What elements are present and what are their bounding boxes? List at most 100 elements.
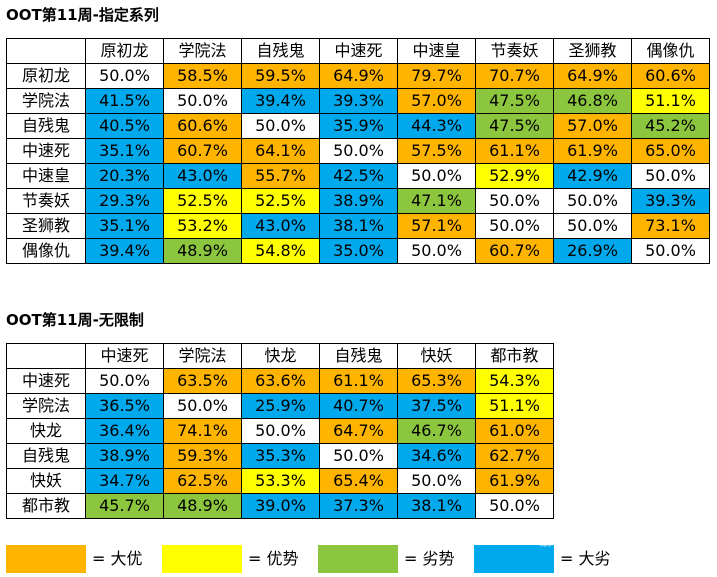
matchup-cell: 50.0% — [85, 368, 164, 394]
matchup-cell: 50.0% — [163, 393, 242, 419]
corner-cell — [6, 343, 86, 369]
row-header: 自残鬼 — [6, 113, 86, 139]
matchup-cell: 54.8% — [241, 238, 320, 264]
matchup-cell: 79.7% — [397, 63, 476, 89]
column-header: 原初龙 — [85, 38, 164, 64]
matchup-cell: 61.9% — [475, 468, 554, 494]
row-header: 原初龙 — [6, 63, 86, 89]
matchup-cell: 64.9% — [319, 63, 398, 89]
table-row: 自残鬼 38.9% 59.3% 35.3% 50.0% 34.6% 62.7% — [6, 443, 554, 469]
matchup-cell: 35.3% — [241, 443, 320, 469]
matchup-cell: 50.0% — [85, 63, 164, 89]
table-row: 都市教 45.7% 48.9% 39.0% 37.3% 38.1% 50.0% — [6, 493, 554, 519]
matchup-cell: 50.0% — [631, 163, 710, 189]
matchup-cell: 48.9% — [163, 238, 242, 264]
column-header: 都市教 — [475, 343, 554, 369]
matchup-cell: 35.1% — [85, 213, 164, 239]
matchup-cell: 47.1% — [397, 188, 476, 214]
matchup-cell: 61.1% — [319, 368, 398, 394]
table-row: 快妖 34.7% 62.5% 53.3% 65.4% 50.0% 61.9% — [6, 468, 554, 494]
matchup-cell: 50.0% — [475, 188, 554, 214]
matchup-cell: 65.3% — [397, 368, 476, 394]
column-header: 学院法 — [163, 38, 242, 64]
row-header: 圣狮教 — [6, 213, 86, 239]
matchup-cell: 51.1% — [631, 88, 710, 114]
column-header: 自残鬼 — [241, 38, 320, 64]
column-header: 中速死 — [85, 343, 164, 369]
row-header: 快妖 — [6, 468, 86, 494]
row-header: 快龙 — [6, 418, 86, 444]
matchup-cell: 40.5% — [85, 113, 164, 139]
matchup-cell: 44.3% — [397, 113, 476, 139]
matchup-cell: 54.3% — [475, 368, 554, 394]
matchup-cell: 43.0% — [241, 213, 320, 239]
matchup-cell: 64.7% — [319, 418, 398, 444]
table1-title: OOT第11周-指定系列 — [6, 6, 159, 24]
matchup-cell: 64.1% — [241, 138, 320, 164]
matchup-cell: 34.7% — [85, 468, 164, 494]
matchup-cell: 38.1% — [397, 493, 476, 519]
matchup-cell: 53.2% — [163, 213, 242, 239]
matchup-cell: 35.9% — [319, 113, 398, 139]
matchup-cell: 57.1% — [397, 213, 476, 239]
matchup-cell: 35.0% — [319, 238, 398, 264]
matchup-cell: 63.6% — [241, 368, 320, 394]
matchup-cell: 53.3% — [241, 468, 320, 494]
column-header: 自残鬼 — [319, 343, 398, 369]
table-row: 自残鬼 40.5% 60.6% 50.0% 35.9% 44.3% 47.5% 57.0% 45… — [6, 113, 710, 139]
row-header: 中速死 — [6, 138, 86, 164]
matchup-cell: 59.5% — [241, 63, 320, 89]
row-header: 节奏妖 — [6, 188, 86, 214]
corner-cell — [6, 38, 86, 64]
matchup-cell: 62.7% — [475, 443, 554, 469]
matchup-cell: 47.5% — [475, 113, 554, 139]
matchup-cell: 36.4% — [85, 418, 164, 444]
matchup-cell: 45.2% — [631, 113, 710, 139]
matchup-cell: 46.8% — [553, 88, 632, 114]
matchup-cell: 57.5% — [397, 138, 476, 164]
column-header: 圣狮教 — [553, 38, 632, 64]
matchup-cell: 39.0% — [241, 493, 320, 519]
matchup-cell: 43.0% — [163, 163, 242, 189]
table-row: 学院法 41.5% 50.0% 39.4% 39.3% 57.0% 47.5% 46.8% 51… — [6, 88, 710, 114]
matchup-cell: 50.0% — [319, 138, 398, 164]
matchup-cell: 51.1% — [475, 393, 554, 419]
matchup-cell: 57.0% — [397, 88, 476, 114]
column-header: 快龙 — [241, 343, 320, 369]
matchup-cell: 61.9% — [553, 138, 632, 164]
matchup-cell: 64.9% — [553, 63, 632, 89]
legend-swatch — [162, 545, 242, 573]
header-row: 原初龙 学院法 自残鬼 中速死 中速皇 节奏妖 圣狮教 偶像仇 — [6, 38, 710, 64]
matchup-cell: 47.5% — [475, 88, 554, 114]
matchup-cell: 42.9% — [553, 163, 632, 189]
table-row: 圣狮教 35.1% 53.2% 43.0% 38.1% 57.1% 50.0% 50.0% 73… — [6, 213, 710, 239]
table-row: 快龙 36.4% 74.1% 50.0% 64.7% 46.7% 61.0% — [6, 418, 554, 444]
matchup-cell: 34.6% — [397, 443, 476, 469]
matchup-cell: 40.7% — [319, 393, 398, 419]
row-header: 学院法 — [6, 393, 86, 419]
matchup-cell: 58.5% — [163, 63, 242, 89]
matchup-cell: 50.0% — [475, 213, 554, 239]
matchup-table-restricted: 原初龙 学院法 自残鬼 中速死 中速皇 节奏妖 圣狮教 偶像仇 原初龙 50.0% 58.5% 59.… — [6, 38, 710, 264]
matchup-cell: 73.1% — [631, 213, 710, 239]
column-header: 中速皇 — [397, 38, 476, 64]
table-row: 原初龙 50.0% 58.5% 59.5% 64.9% 79.7% 70.7% 64.9% 60… — [6, 63, 710, 89]
matchup-cell: 62.5% — [163, 468, 242, 494]
legend-swatch — [6, 545, 86, 573]
column-header: 学院法 — [163, 343, 242, 369]
matchup-cell: 52.9% — [475, 163, 554, 189]
matchup-cell: 29.3% — [85, 188, 164, 214]
watermark: 旅法师营地 — [540, 529, 635, 550]
matchup-cell: 60.6% — [163, 113, 242, 139]
matchup-cell: 41.5% — [85, 88, 164, 114]
column-header: 节奏妖 — [475, 38, 554, 64]
matchup-cell: 57.0% — [553, 113, 632, 139]
matchup-cell: 50.0% — [397, 163, 476, 189]
matchup-cell: 60.7% — [163, 138, 242, 164]
matchup-cell: 26.9% — [553, 238, 632, 264]
legend-label: = 优势 — [248, 549, 299, 568]
table-row: 节奏妖 29.3% 52.5% 52.5% 38.9% 47.1% 50.0% 50.0% 39… — [6, 188, 710, 214]
matchup-cell: 65.4% — [319, 468, 398, 494]
matchup-cell: 38.9% — [85, 443, 164, 469]
matchup-cell: 50.0% — [631, 238, 710, 264]
